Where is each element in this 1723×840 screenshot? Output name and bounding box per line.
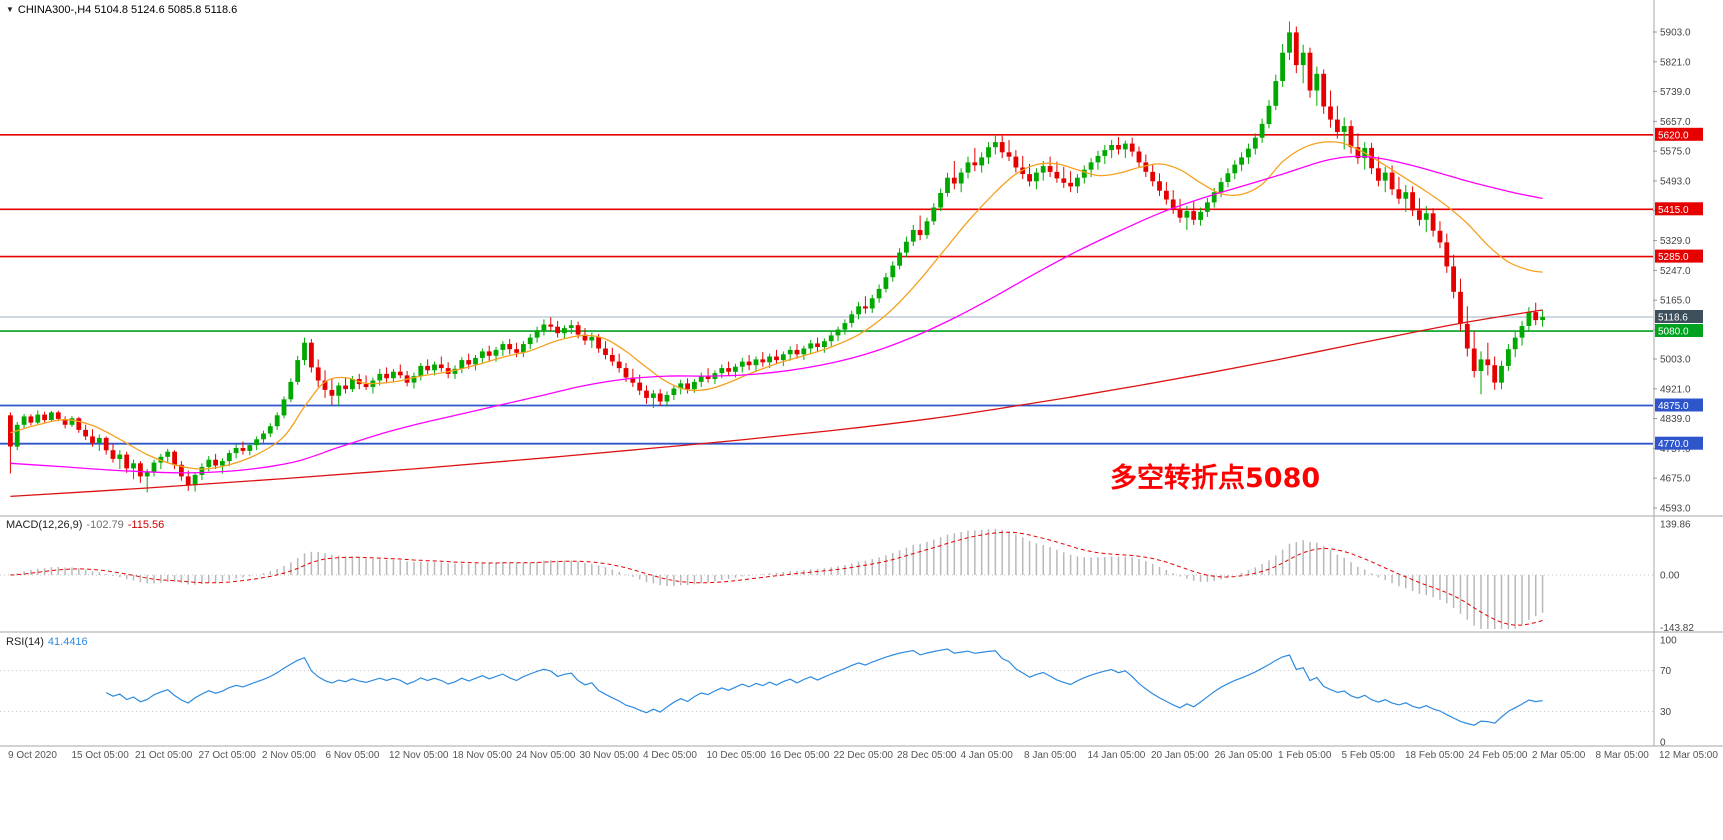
price-tick-label: 5575.0 bbox=[1660, 147, 1691, 158]
axis-price-tag-text: 4770.0 bbox=[1658, 439, 1689, 450]
price-tick-label: 4921.0 bbox=[1660, 384, 1691, 395]
axis-price-tag-5415.0 bbox=[1655, 202, 1703, 216]
time-tick-label: 26 Jan 05:00 bbox=[1215, 750, 1273, 761]
price-tick-label: 4593.0 bbox=[1660, 504, 1691, 515]
axis-price-tag-text: 5080.0 bbox=[1658, 327, 1689, 338]
time-tick-label: 5 Feb 05:00 bbox=[1342, 750, 1396, 761]
rsi-line bbox=[105, 648, 1543, 726]
axis-price-tag-text: 4875.0 bbox=[1658, 401, 1689, 412]
macd-signal-value: -115.56 bbox=[127, 519, 165, 531]
time-tick-label: 16 Dec 05:00 bbox=[770, 750, 830, 761]
panel-separators[interactable] bbox=[0, 515, 1723, 747]
rsi-indicator-title: RSI(14) 41.4416 bbox=[6, 636, 88, 648]
chart-header: ▼ CHINA300-,H4 5104.8 5124.6 5085.8 5118.… bbox=[6, 4, 237, 16]
time-tick-label: 30 Nov 05:00 bbox=[580, 750, 640, 761]
macd-label: MACD(12,26,9) bbox=[6, 519, 83, 531]
time-tick-label: 8 Mar 05:00 bbox=[1596, 750, 1650, 761]
axis-price-tag-5080.0 bbox=[1655, 324, 1703, 337]
rsi-tick-label: 30 bbox=[1660, 707, 1672, 718]
price-tick-label: 4675.0 bbox=[1660, 474, 1691, 485]
price-tick-label: 5165.0 bbox=[1660, 296, 1691, 307]
rsi-value: 41.4416 bbox=[47, 636, 88, 648]
price-tick-label: 5903.0 bbox=[1660, 28, 1691, 39]
time-tick-label: 28 Dec 05:00 bbox=[897, 750, 957, 761]
time-tick-label: 10 Dec 05:00 bbox=[707, 750, 767, 761]
price-tick-label: 4839.0 bbox=[1660, 414, 1691, 425]
price-tick-label: 5821.0 bbox=[1660, 57, 1691, 68]
rsi-label: RSI(14) bbox=[6, 636, 44, 648]
macd-signal-line bbox=[10, 531, 1543, 626]
chart-ohlc-values: 5104.8 5124.6 5085.8 5118.6 bbox=[94, 4, 238, 16]
time-tick-label: 22 Dec 05:00 bbox=[834, 750, 894, 761]
time-tick-label: 4 Dec 05:00 bbox=[643, 750, 697, 761]
macd-tick-label: -143.82 bbox=[1660, 623, 1694, 634]
price-tick-label: 5247.0 bbox=[1660, 266, 1691, 277]
chart-title: CHINA300-,H4 bbox=[17, 4, 92, 16]
price-tick-label: 5329.0 bbox=[1660, 236, 1691, 247]
annotation-text[interactable]: 多空转折点5080 bbox=[1110, 463, 1321, 494]
axis-price-tag-text: 5415.0 bbox=[1658, 205, 1689, 216]
axis-price-tag-4770.0 bbox=[1655, 436, 1703, 450]
axis-price-tag-text: 5285.0 bbox=[1658, 252, 1689, 263]
time-tick-label: 6 Nov 05:00 bbox=[326, 750, 380, 761]
price-tick-label: 5493.0 bbox=[1660, 177, 1691, 188]
time-tick-label: 18 Nov 05:00 bbox=[453, 750, 513, 761]
time-tick-label: 2 Nov 05:00 bbox=[262, 750, 316, 761]
price-tick-label: 5657.0 bbox=[1660, 117, 1691, 128]
time-tick-label: 9 Oct 2020 bbox=[8, 750, 57, 761]
time-tick-label: 18 Feb 05:00 bbox=[1405, 750, 1464, 761]
rsi-panel: 100 70 30 0 bbox=[0, 636, 1677, 749]
time-tick-label: 1 Feb 05:00 bbox=[1278, 750, 1332, 761]
rsi-tick-label: 100 bbox=[1660, 636, 1677, 647]
rsi-tick-label: 70 bbox=[1660, 666, 1672, 677]
time-tick-label: 8 Jan 05:00 bbox=[1024, 750, 1077, 761]
time-tick-label: 2 Mar 05:00 bbox=[1532, 750, 1586, 761]
symbol-dropdown-icon[interactable]: ▼ bbox=[6, 5, 14, 14]
time-tick-label: 15 Oct 05:00 bbox=[72, 750, 130, 761]
axis-price-tag-text: 5620.0 bbox=[1658, 130, 1689, 141]
horizontal-level-lines[interactable] bbox=[0, 134, 1653, 445]
macd-panel: 139.86 0.00 -143.82 bbox=[0, 520, 1694, 634]
axis-price-tag-4875.0 bbox=[1655, 398, 1703, 412]
time-tick-label: 12 Mar 05:00 bbox=[1659, 750, 1718, 761]
time-axis[interactable]: 9 Oct 2020 15 Oct 05:00 21 Oct 05:00 27 Oct… bbox=[8, 750, 1718, 761]
price-tick-label: 5003.0 bbox=[1660, 355, 1691, 366]
time-tick-label: 14 Jan 05:00 bbox=[1088, 750, 1146, 761]
candlestick-series bbox=[8, 21, 1545, 493]
time-tick-label: 24 Feb 05:00 bbox=[1469, 750, 1528, 761]
axis-price-tag-5118.6 bbox=[1655, 310, 1703, 323]
ma-fast-orange bbox=[10, 141, 1543, 470]
macd-indicator-title: MACD(12,26,9) -102.79 -115.56 bbox=[6, 519, 164, 531]
axis-price-tag-5285.0 bbox=[1655, 249, 1703, 263]
macd-main-value: -102.79 bbox=[86, 519, 124, 531]
price-axis[interactable]: 5903.05821.05739.05657.05575.05493.05411… bbox=[1653, 0, 1703, 746]
moving-average-overlays bbox=[10, 141, 1543, 498]
axis-price-tag-text: 5118.6 bbox=[1658, 313, 1688, 324]
time-tick-label: 27 Oct 05:00 bbox=[199, 750, 257, 761]
time-tick-label: 21 Oct 05:00 bbox=[135, 750, 193, 761]
time-tick-label: 12 Nov 05:00 bbox=[389, 750, 449, 761]
ma-mid-magenta bbox=[10, 155, 1543, 474]
ma-slow-red bbox=[10, 309, 1543, 498]
axis-price-tag-5620.0 bbox=[1655, 127, 1703, 141]
rsi-tick-label: 0 bbox=[1660, 738, 1666, 749]
time-tick-label: 4 Jan 05:00 bbox=[961, 750, 1014, 761]
time-tick-label: 20 Jan 05:00 bbox=[1151, 750, 1209, 761]
macd-tick-label: 139.86 bbox=[1660, 520, 1691, 531]
time-tick-label: 24 Nov 05:00 bbox=[516, 750, 576, 761]
macd-tick-label: 0.00 bbox=[1660, 571, 1680, 582]
price-tick-label: 5739.0 bbox=[1660, 87, 1691, 98]
